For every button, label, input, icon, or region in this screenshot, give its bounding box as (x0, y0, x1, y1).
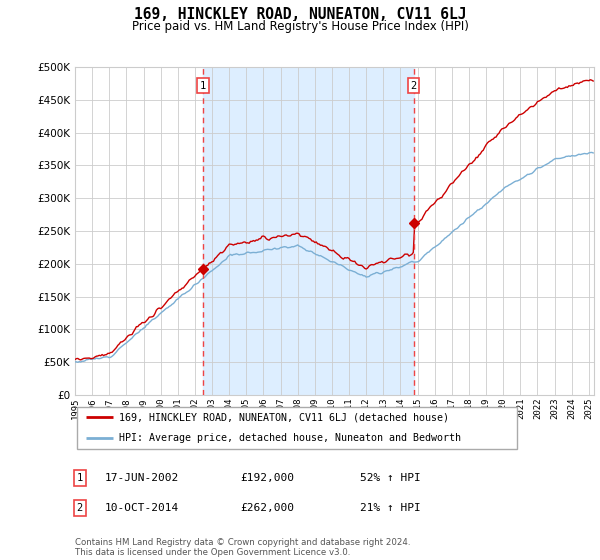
Text: 2: 2 (77, 503, 83, 513)
Text: 21% ↑ HPI: 21% ↑ HPI (360, 503, 421, 513)
Text: 169, HINCKLEY ROAD, NUNEATON, CV11 6LJ: 169, HINCKLEY ROAD, NUNEATON, CV11 6LJ (134, 7, 466, 22)
FancyBboxPatch shape (77, 407, 517, 449)
Text: 1: 1 (77, 473, 83, 483)
Text: Price paid vs. HM Land Registry's House Price Index (HPI): Price paid vs. HM Land Registry's House … (131, 20, 469, 32)
Text: 10-OCT-2014: 10-OCT-2014 (105, 503, 179, 513)
Text: 52% ↑ HPI: 52% ↑ HPI (360, 473, 421, 483)
Text: 17-JUN-2002: 17-JUN-2002 (105, 473, 179, 483)
Text: £192,000: £192,000 (240, 473, 294, 483)
Text: 2: 2 (410, 81, 417, 91)
Text: 1: 1 (200, 81, 206, 91)
Text: £262,000: £262,000 (240, 503, 294, 513)
Text: HPI: Average price, detached house, Nuneaton and Bedworth: HPI: Average price, detached house, Nune… (119, 433, 461, 444)
Text: 169, HINCKLEY ROAD, NUNEATON, CV11 6LJ (detached house): 169, HINCKLEY ROAD, NUNEATON, CV11 6LJ (… (119, 412, 449, 422)
Text: Contains HM Land Registry data © Crown copyright and database right 2024.
This d: Contains HM Land Registry data © Crown c… (75, 538, 410, 557)
Bar (203, 67, 413, 395)
